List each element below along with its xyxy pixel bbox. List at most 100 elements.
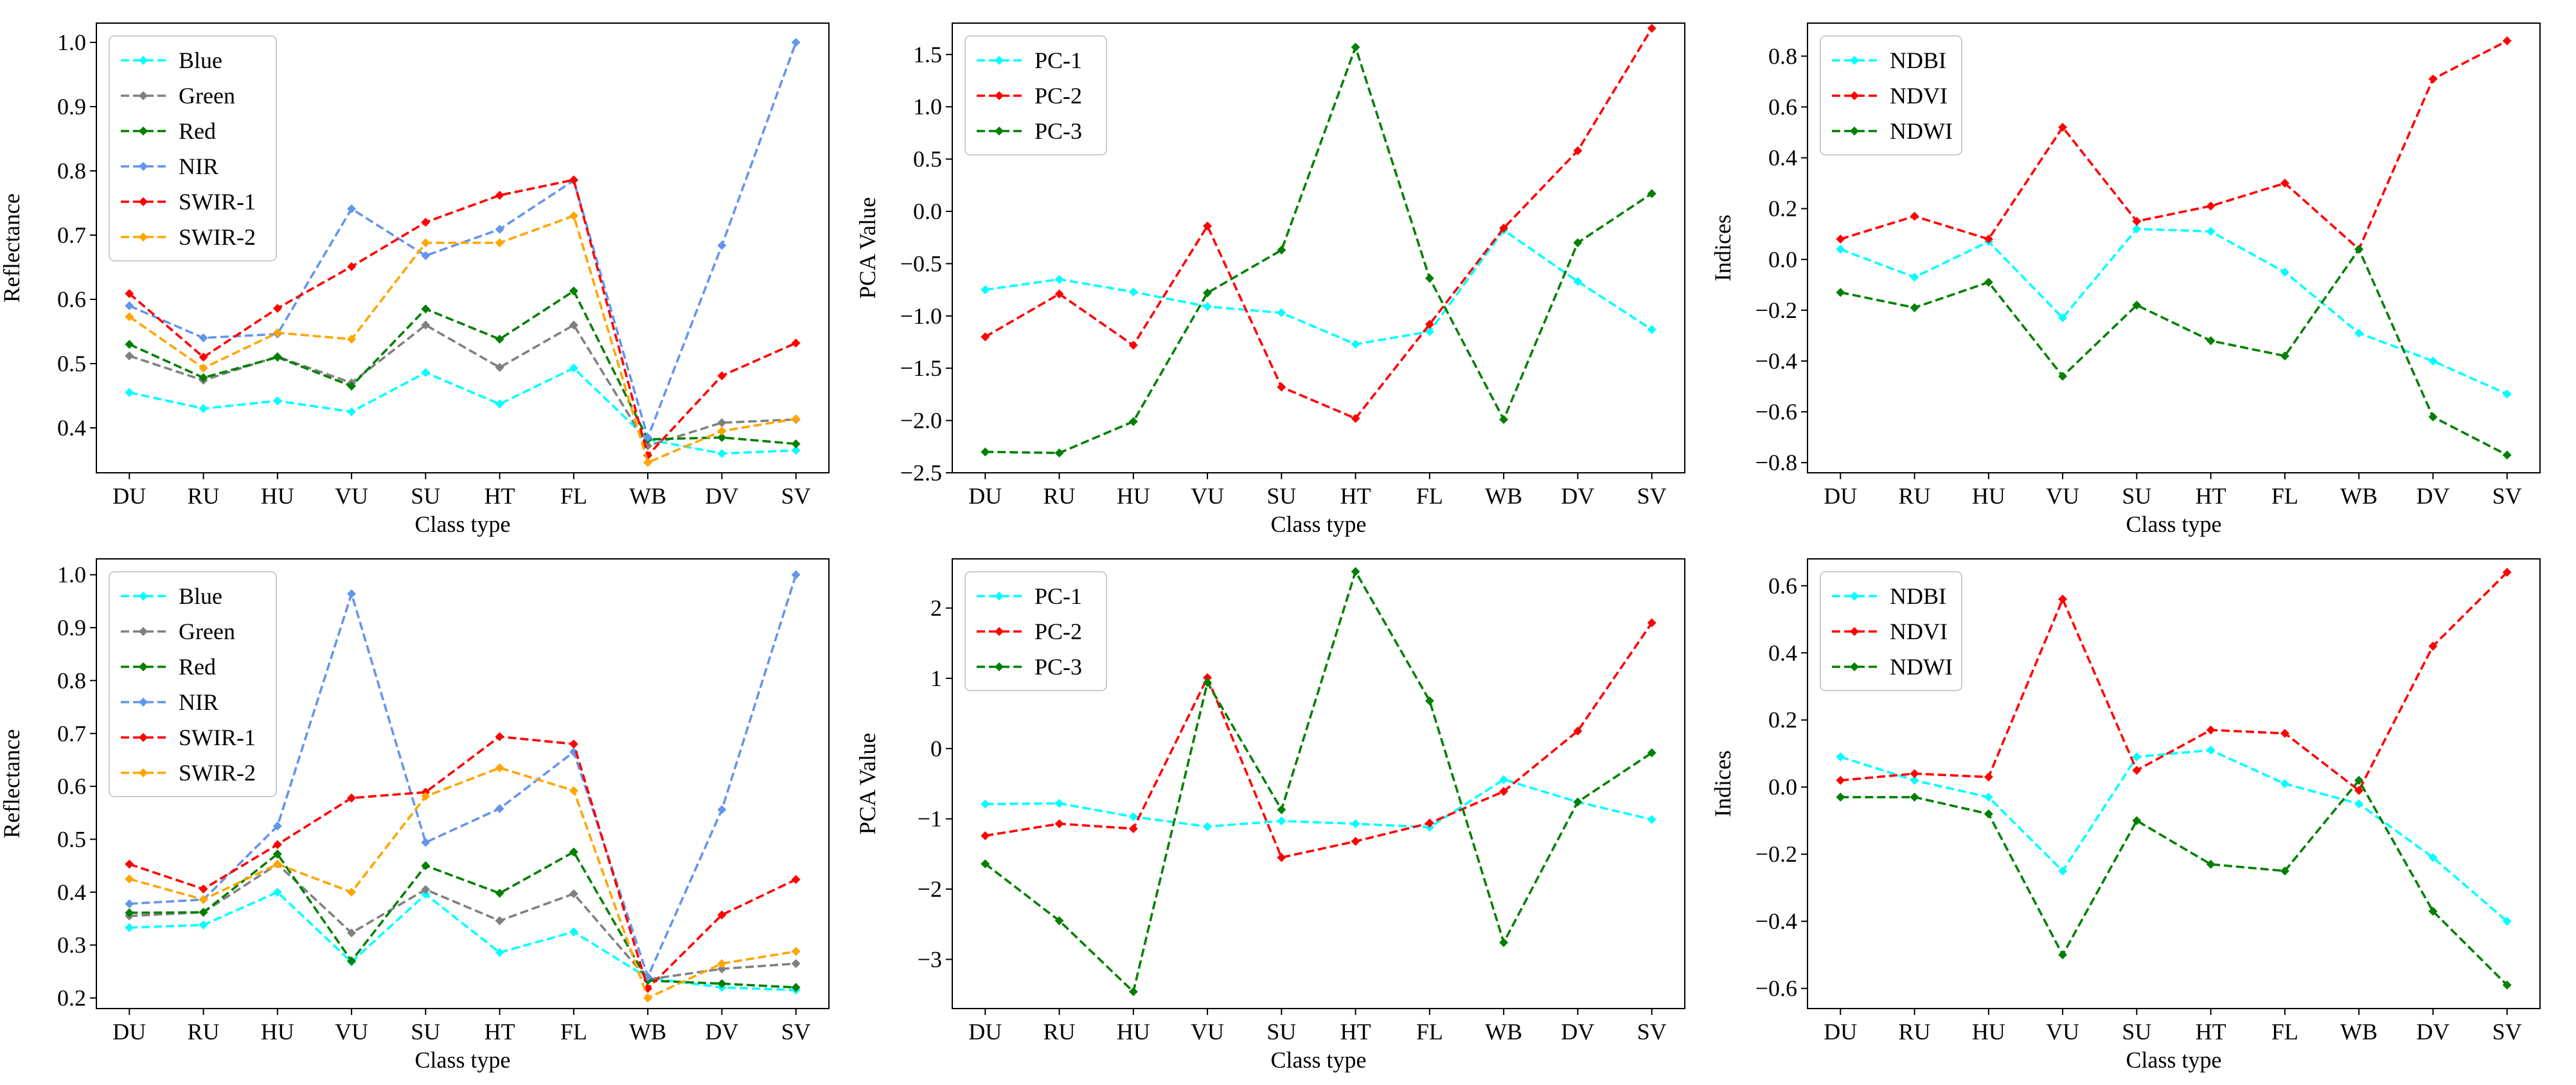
data-point-red-dv	[717, 433, 727, 442]
data-point-blue-ht	[495, 948, 504, 957]
series-pc-2	[981, 24, 1657, 423]
y-tick-label: 0.0	[1768, 247, 1797, 272]
x-tick-label-du: DU	[968, 1019, 1002, 1045]
y-tick-label: −0.5	[900, 251, 942, 276]
x-tick-label-vu: VU	[2046, 1019, 2079, 1045]
data-point-pc-3-su	[1277, 805, 1286, 815]
plot-frame	[96, 558, 830, 1009]
data-point-swir-2-su	[421, 791, 431, 801]
data-point-ndwi-ru	[1910, 792, 1919, 802]
data-point-ndwi-sv	[2502, 980, 2512, 990]
legend-item-green: Green	[121, 619, 235, 644]
data-point-pc-1-ht	[1351, 819, 1360, 829]
legend-label: Blue	[179, 48, 222, 73]
legend-item-pc-2: PC-2	[977, 619, 1082, 644]
y-tick-label: 0.8	[57, 158, 86, 184]
data-point-ndvi-sv	[2502, 567, 2512, 577]
plot-frame	[1807, 22, 2541, 473]
x-tick-label-wb: WB	[629, 483, 666, 509]
series-line-blue	[129, 890, 796, 991]
data-point-ndwi-su	[2132, 816, 2142, 825]
legend-label: Blue	[179, 583, 222, 609]
chart-bottom-middle: DU RU HU VU SU HT FL WB DV SV −3 −2 −1 0 1 2 Class type P…	[855, 558, 1685, 1073]
legend-item-ndbi: NDBI	[1832, 583, 1946, 609]
series-line-green	[129, 323, 796, 448]
data-point-nir-su	[421, 251, 431, 260]
y-tick-label: 0.3	[57, 932, 86, 958]
data-point-pc-3-fl	[1425, 696, 1434, 705]
y-tick-label: 0.9	[57, 94, 86, 119]
data-point-ndwi-du	[1836, 288, 1845, 297]
data-point-swir-2-vu	[347, 887, 357, 897]
x-tick-label-sv: SV	[1637, 483, 1667, 509]
data-point-green-ht	[495, 916, 504, 926]
data-point-blue-du	[125, 388, 134, 397]
series-pc-3	[981, 42, 1657, 458]
legend-item-ndwi: NDWI	[1832, 654, 1953, 680]
data-point-ndvi-hu	[1984, 234, 1993, 244]
legend-swatch-marker	[995, 592, 1004, 601]
series-line-ndvi	[1840, 571, 2508, 793]
data-point-ndbi-wb	[2354, 328, 2364, 338]
y-tick-label: −2.0	[900, 408, 942, 434]
x-tick-label-fl: FL	[2271, 1019, 2298, 1045]
data-point-green-su	[421, 885, 431, 894]
data-point-nir-dv	[717, 241, 727, 250]
plot-frame	[1807, 558, 2541, 1009]
data-point-swir-2-ru	[199, 364, 208, 373]
legend-box	[109, 35, 277, 261]
data-point-blue-fl	[569, 927, 578, 937]
data-point-ndbi-vu	[2058, 313, 2068, 322]
series-line-ndbi	[1840, 748, 2508, 922]
x-tick-label-du: DU	[1824, 483, 1857, 509]
data-point-green-fl	[569, 889, 578, 899]
data-point-ndwi-ht	[2206, 336, 2216, 346]
legend-item-red: Red	[121, 118, 216, 144]
data-point-green-dv	[717, 964, 727, 974]
data-point-ndbi-du	[1836, 244, 1845, 254]
data-point-ndvi-ht	[2206, 725, 2216, 735]
y-tick-label: 0.6	[1768, 94, 1797, 120]
legend-swatch-marker	[139, 162, 148, 171]
legend-item-pc-3: PC-3	[977, 118, 1082, 144]
legend-item-ndwi: NDWI	[1832, 118, 1953, 144]
legend-item-pc-2: PC-2	[977, 83, 1082, 109]
data-point-ndwi-wb	[2354, 775, 2364, 785]
legend-label: PC-3	[1035, 118, 1082, 144]
data-point-swir-1-ht	[495, 191, 504, 200]
data-point-pc-3-wb	[1499, 414, 1509, 424]
y-tick-label: 0.8	[1768, 43, 1797, 69]
x-tick-label-hu: HU	[1117, 483, 1150, 509]
x-tick-label-su: SU	[1266, 1019, 1296, 1045]
series-ndbi	[1836, 224, 2512, 399]
data-point-ndbi-ru	[1910, 775, 1919, 785]
chart-bottom-left: DU RU HU VU SU HT FL WB DV SV 0.2 0.3 0.4 0.5 0.6 0.7 0.…	[0, 558, 830, 1073]
y-tick-label: 1.0	[913, 94, 942, 119]
data-point-ndbi-wb	[2354, 799, 2364, 809]
data-point-pc-2-ru	[1054, 819, 1064, 829]
data-point-ndwi-vu	[2058, 950, 2068, 960]
legend-item-pc-1: PC-1	[977, 583, 1082, 609]
data-point-ndvi-hu	[1984, 772, 1993, 782]
data-point-pc-3-ht	[1351, 42, 1360, 52]
data-point-pc-3-ht	[1351, 567, 1360, 576]
x-tick-label-su: SU	[1266, 483, 1296, 509]
x-tick-label-vu: VU	[335, 483, 368, 509]
data-point-nir-ht	[495, 804, 504, 813]
data-point-ndbi-fl	[2280, 267, 2289, 277]
data-point-swir-2-wb	[643, 993, 653, 1003]
x-axis-title: Class type	[415, 511, 511, 537]
y-tick-label: 0.5	[57, 351, 86, 376]
legend-label: PC-2	[1035, 619, 1082, 644]
data-point-blue-hu	[272, 396, 282, 405]
data-point-swir-2-ht	[495, 238, 504, 247]
legend-label: NIR	[179, 689, 218, 715]
y-tick-label: 0.4	[57, 879, 86, 905]
y-tick-label: 2	[930, 595, 942, 621]
data-point-ndbi-ht	[2206, 745, 2216, 755]
data-point-ndwi-vu	[2058, 371, 2068, 381]
data-point-green-su	[421, 321, 431, 330]
legend-label: SWIR-2	[179, 760, 256, 786]
series-swir-1	[125, 732, 801, 993]
data-point-pc-1-hu	[1128, 812, 1138, 822]
